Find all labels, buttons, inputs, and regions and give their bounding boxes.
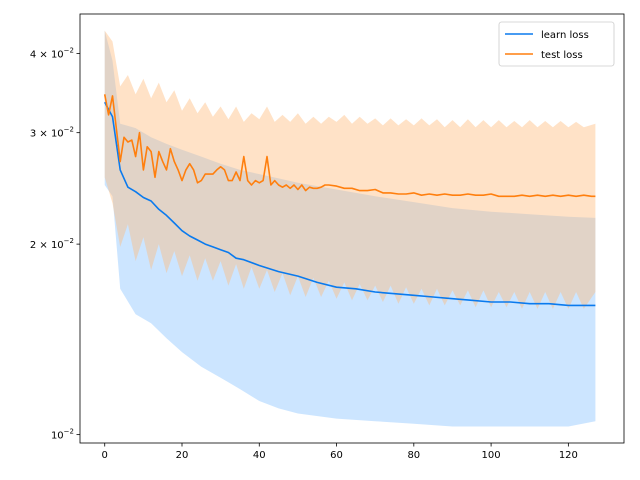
series-line-0	[103, 101, 596, 307]
y-tick-exponent: −2	[64, 126, 74, 134]
series-band-0	[104, 30, 596, 427]
y-tick-mantissa: 4 ×	[30, 50, 51, 61]
y-tick-exponent: −2	[64, 47, 74, 55]
x-tick-label: 60	[330, 450, 343, 461]
x-tick-label: 120	[559, 450, 578, 461]
y-tick-mantissa: 3 ×	[30, 129, 51, 140]
confidence-bands	[104, 30, 596, 427]
y-tick-label: 3 × 10−2	[30, 126, 74, 140]
plot-frame	[79, 13, 625, 444]
x-tick-label: 80	[407, 450, 420, 461]
x-tick-label: 100	[482, 450, 501, 461]
y-tick-base: 10	[51, 240, 64, 251]
y-tick-label: 10−2	[51, 428, 74, 442]
y-axis: 10−22 × 10−23 × 10−24 × 10−2	[30, 47, 80, 442]
y-tick-base: 10	[51, 431, 64, 442]
x-tick-label: 40	[253, 450, 266, 461]
y-tick-exponent: −2	[64, 428, 74, 436]
y-tick-label: 4 × 10−2	[30, 47, 74, 61]
y-tick-base: 10	[51, 50, 64, 61]
x-tick-label: 0	[102, 450, 108, 461]
y-tick-base: 10	[51, 129, 64, 140]
legend: learn loss test loss	[498, 21, 615, 67]
legend-box	[498, 21, 615, 67]
x-tick-label: 20	[176, 450, 189, 461]
legend-label-0: learn loss	[541, 30, 589, 41]
series-lines	[103, 94, 596, 307]
x-axis: 0 20 40 60 80 100 120	[102, 443, 578, 461]
y-tick-exponent: −2	[64, 237, 74, 245]
y-tick-mantissa: 2 ×	[30, 240, 51, 251]
y-tick-label: 2 × 10−2	[30, 237, 74, 251]
legend-label-1: test loss	[541, 50, 583, 61]
series-line-1	[103, 94, 596, 198]
series-band-1	[104, 30, 596, 309]
